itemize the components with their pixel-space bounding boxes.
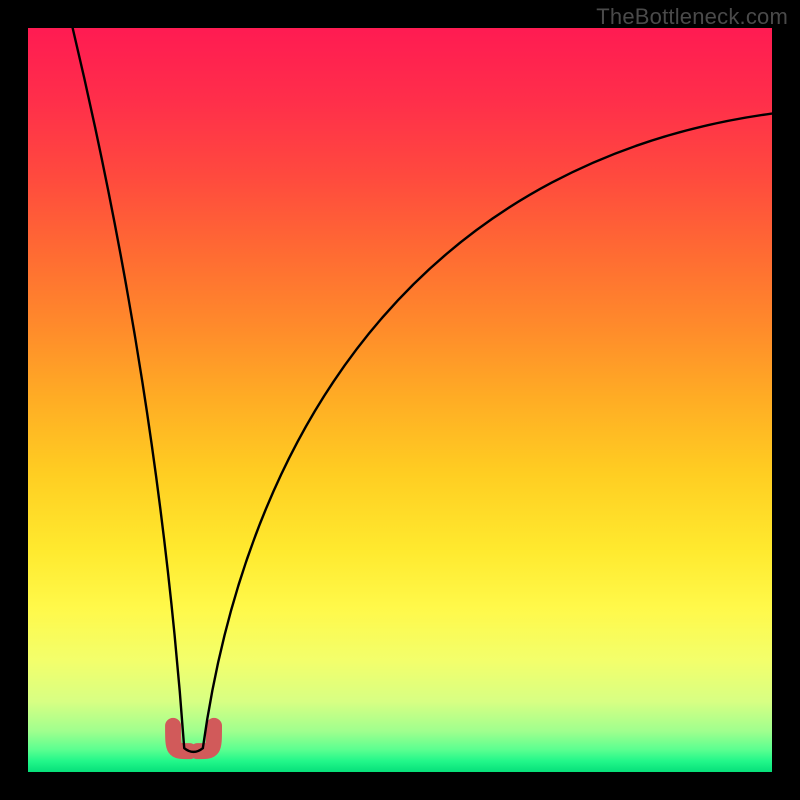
chart-stage: TheBottleneck.com: [0, 0, 800, 800]
outer-border: [0, 0, 800, 800]
